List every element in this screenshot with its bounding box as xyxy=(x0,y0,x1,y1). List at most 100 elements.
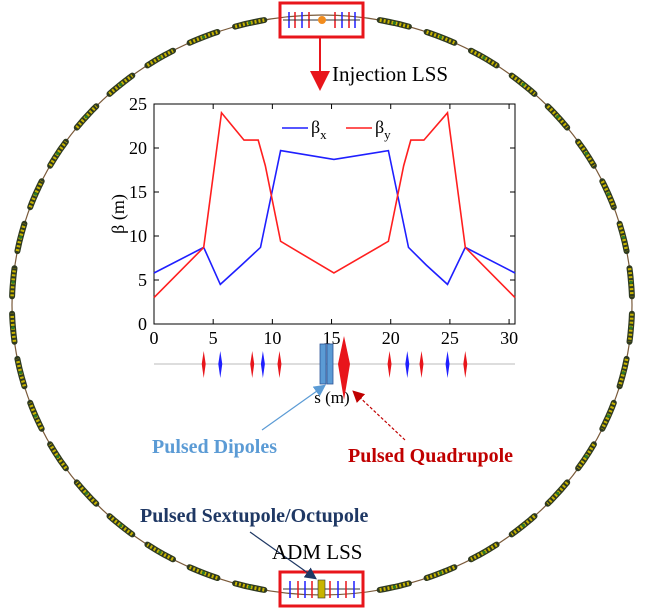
ring-cell xyxy=(9,265,18,300)
ring-cell-magnets xyxy=(600,402,616,430)
ring-cell-marker xyxy=(11,326,15,330)
ring-cell xyxy=(616,220,630,255)
ring-cell-magnets xyxy=(234,18,265,29)
injection-lss-box xyxy=(278,1,365,39)
ring-cell xyxy=(14,355,28,390)
ring-cell-magnets xyxy=(15,223,27,252)
ring-cell-marker xyxy=(158,56,162,60)
ring-cell xyxy=(468,541,500,563)
y-tick-label: 0 xyxy=(138,314,147,334)
ring-cell-marker xyxy=(119,523,123,528)
ring-cell-marker xyxy=(248,585,252,589)
annotation-arrows xyxy=(249,38,406,580)
pulsed-quadrupole xyxy=(338,336,350,400)
ring-cell-marker xyxy=(392,21,396,25)
adm-sextupole-octupole xyxy=(317,579,326,599)
ring-cell-magnets xyxy=(28,180,44,208)
lss-highlights xyxy=(278,1,365,608)
lattice-quadrupole xyxy=(445,351,450,378)
ring-cell-marker xyxy=(482,56,486,60)
ring-cell-marker xyxy=(482,550,486,554)
y-tick-label: 20 xyxy=(129,138,147,158)
ring-cell-magnets xyxy=(627,267,634,297)
x-tick-label: 20 xyxy=(382,328,400,348)
ring-cell-magnets xyxy=(510,514,536,536)
ring-cell xyxy=(27,399,45,432)
ring-cell-magnets xyxy=(188,30,218,45)
lattice-quadrupole xyxy=(419,351,424,378)
ring-cell xyxy=(423,564,458,581)
ring-cell-magnets xyxy=(48,443,68,470)
ring-cell-marker xyxy=(606,192,611,196)
ring-cell xyxy=(9,310,18,345)
ring-cell xyxy=(508,513,538,538)
lattice-quadrupole xyxy=(277,351,282,378)
ring-cell xyxy=(144,47,176,69)
lattice-quadrupole xyxy=(218,351,223,378)
y-axis-label: β (m) xyxy=(108,194,129,234)
ring-cell xyxy=(27,178,45,211)
ring-cell xyxy=(616,355,630,390)
lattice-quadrupole xyxy=(201,351,206,378)
ring-cell-marker xyxy=(521,523,525,528)
x-tick-label: 0 xyxy=(150,328,159,348)
ring-cell-magnets xyxy=(108,74,134,96)
ring-cell-magnets xyxy=(600,180,616,208)
pulsed-dipole-1 xyxy=(319,343,327,385)
lattice-quadrupole xyxy=(405,351,410,378)
ring-cell xyxy=(376,17,412,30)
ring-cell-marker xyxy=(556,491,560,495)
ring-cell-marker xyxy=(392,585,396,589)
ring-cell xyxy=(47,138,69,169)
ring-cell xyxy=(186,564,221,581)
ring-cell xyxy=(626,310,635,345)
series-line-beta-x xyxy=(153,149,516,286)
ring-cell-marker xyxy=(584,151,588,156)
series-line-beta-y xyxy=(153,110,516,299)
ring-cell-marker xyxy=(621,371,626,375)
lattice-element-strip xyxy=(154,336,515,400)
ring-cell-marker xyxy=(34,414,38,418)
ring-cell-marker xyxy=(84,491,88,495)
ring-cell-marker xyxy=(19,235,23,239)
y-tick-label: 25 xyxy=(129,94,147,114)
ring-cell-marker xyxy=(119,82,123,87)
ring-cell-marker xyxy=(621,235,626,239)
ring-cell-marker xyxy=(201,571,205,575)
ring-cell-magnets xyxy=(28,402,44,430)
ring-cell-magnets xyxy=(75,104,98,129)
legend-subscript: y xyxy=(384,127,391,142)
ring-cell-marker xyxy=(629,280,633,284)
ring-cell-magnets xyxy=(546,104,569,129)
adm-lss-elements xyxy=(283,579,360,599)
ring-cell-magnets xyxy=(188,565,218,580)
ring-cell xyxy=(73,103,100,131)
ring-cell-marker xyxy=(158,550,162,554)
ring-cell-magnets xyxy=(617,358,629,387)
ring-cell-marker xyxy=(439,35,443,39)
pulsed-dipoles-label: Pulsed Dipoles xyxy=(152,436,278,458)
injection-lss-label: Injection LSS xyxy=(332,62,449,86)
ring-cell-marker xyxy=(84,115,88,119)
ring-cell xyxy=(106,72,136,97)
ring-cell-magnets xyxy=(10,313,17,343)
pulsed-dipole-2 xyxy=(326,343,334,385)
ring-cell-magnets xyxy=(546,481,569,506)
ring-cell-magnets xyxy=(576,443,596,470)
ring-cell-magnets xyxy=(426,30,456,45)
ring-cell xyxy=(376,580,412,593)
ring-cell-magnets xyxy=(234,581,265,592)
plot-area xyxy=(153,103,516,325)
x-tick-label: 5 xyxy=(209,328,218,348)
ring-cell-magnets xyxy=(627,313,634,343)
lattice-quadrupole xyxy=(250,351,255,378)
ring-cell xyxy=(575,138,597,169)
ring-cell-marker xyxy=(629,326,633,330)
x-tick-label: 15 xyxy=(323,328,341,348)
ring-cell-marker xyxy=(248,21,252,25)
ring-cell-marker xyxy=(201,35,205,39)
pulsed-sextupole-arrow xyxy=(249,531,317,580)
ring-cell-magnets xyxy=(146,49,174,67)
injection-point-marker xyxy=(318,16,326,24)
